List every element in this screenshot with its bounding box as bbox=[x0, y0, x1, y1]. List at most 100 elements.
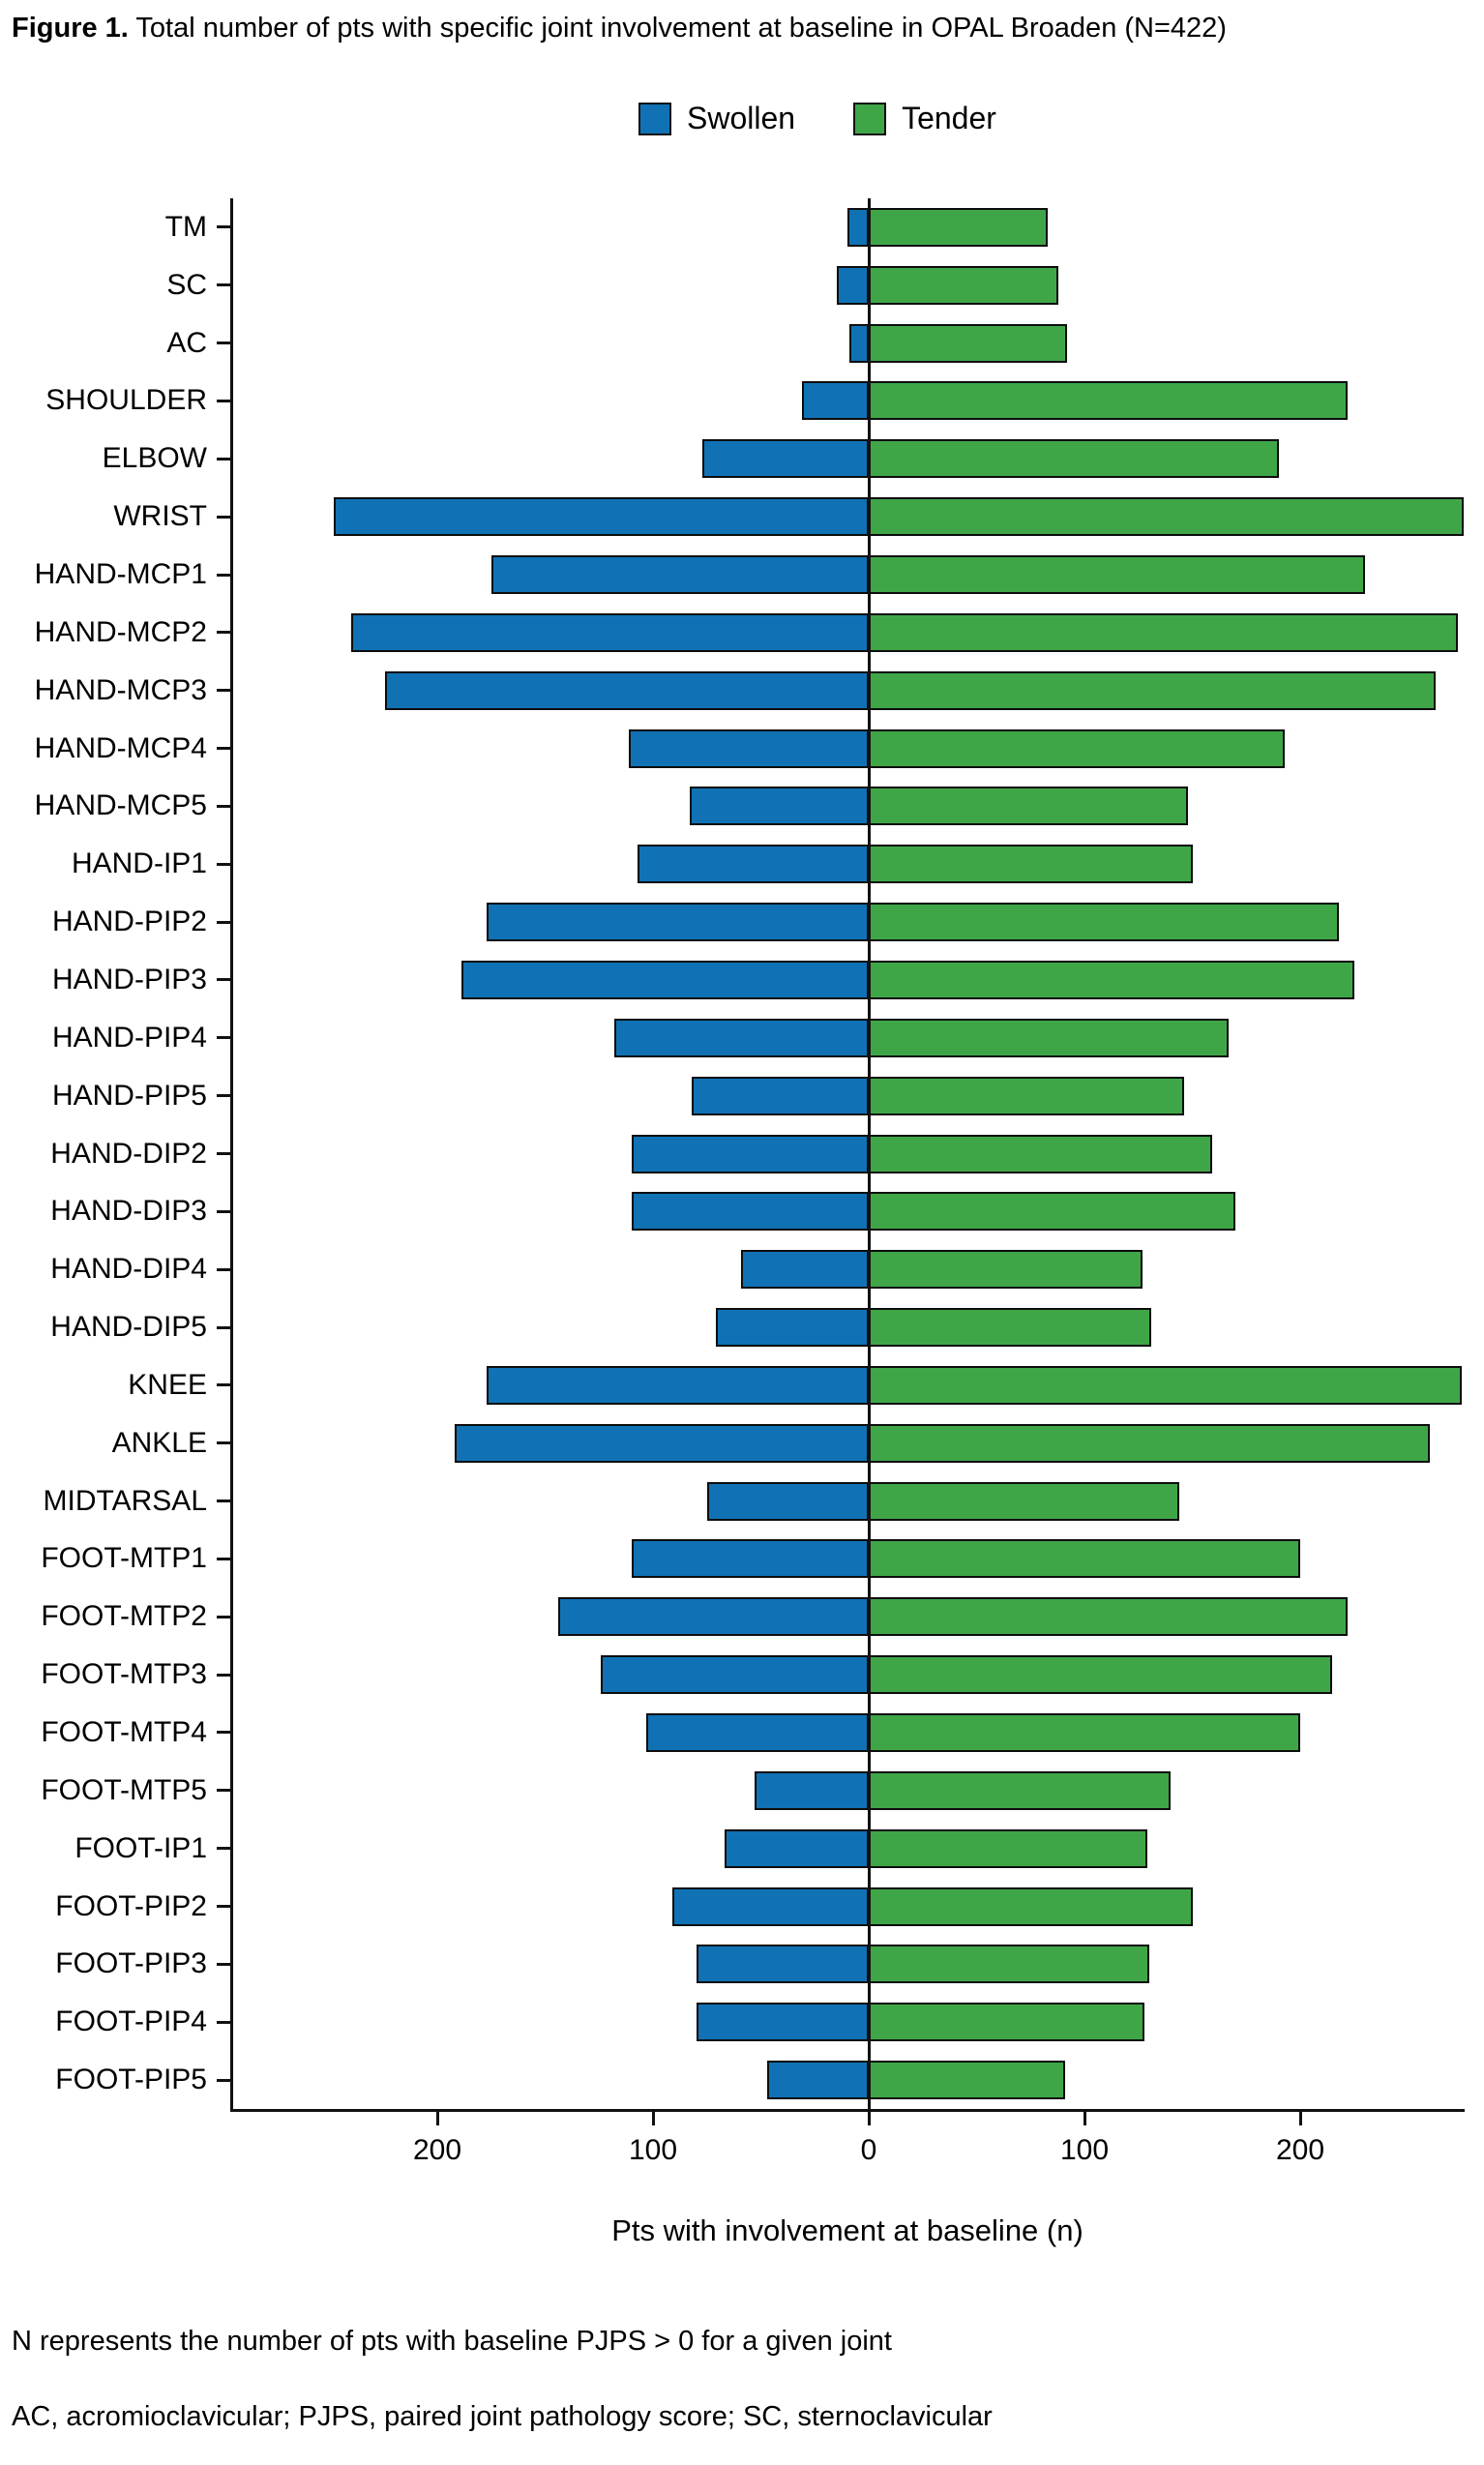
y-axis-tick bbox=[217, 573, 230, 577]
bar-swollen bbox=[557, 1597, 869, 1637]
bar-tender bbox=[869, 2061, 1065, 2100]
bar-tender bbox=[869, 1539, 1300, 1579]
y-axis-category-label: FOOT-MTP5 bbox=[41, 1773, 207, 1806]
bar-tender bbox=[869, 728, 1286, 768]
x-axis-tick-label: 0 bbox=[860, 2134, 877, 2166]
y-axis-category-label: WRIST bbox=[113, 500, 207, 533]
bar-tender bbox=[869, 1192, 1236, 1232]
y-axis-category-label: SHOULDER bbox=[45, 384, 207, 417]
bar-swollen bbox=[631, 1134, 869, 1173]
x-axis-title: Pts with involvement at baseline (n) bbox=[611, 2213, 1083, 2247]
bar-swollen bbox=[754, 1770, 869, 1810]
y-axis-tick bbox=[217, 515, 230, 519]
y-axis-tick bbox=[217, 1094, 230, 1098]
bar-swollen bbox=[601, 1655, 869, 1695]
y-axis-category-label: FOOT-PIP4 bbox=[55, 2005, 207, 2038]
y-axis-category-label: HAND-MCP3 bbox=[34, 673, 207, 706]
y-axis-category-label: ELBOW bbox=[102, 442, 207, 475]
x-axis-tick-label: 100 bbox=[1059, 2134, 1110, 2166]
y-axis-tick bbox=[217, 342, 230, 345]
bar-swollen bbox=[487, 1365, 869, 1405]
bar-tender bbox=[869, 265, 1059, 305]
bar-tender bbox=[869, 1712, 1300, 1752]
bar-swollen bbox=[846, 207, 869, 247]
y-axis-category-label: HAND-MCP2 bbox=[34, 615, 207, 648]
y-axis-tick bbox=[217, 804, 230, 808]
y-axis-tick bbox=[217, 2078, 230, 2082]
bar-swollen bbox=[333, 497, 869, 537]
bar-tender bbox=[869, 1018, 1230, 1057]
bar-swollen bbox=[689, 787, 869, 826]
bar-tender bbox=[869, 1886, 1193, 1926]
y-axis-category-label: FOOT-MTP1 bbox=[41, 1542, 207, 1575]
bar-swollen bbox=[848, 323, 869, 363]
bar-tender bbox=[869, 555, 1365, 594]
bar-swollen bbox=[454, 1423, 869, 1463]
legend-label-swollen: Swollen bbox=[687, 101, 796, 135]
y-axis-category-label: KNEE bbox=[128, 1368, 207, 1401]
bar-swollen bbox=[696, 2003, 869, 2042]
y-axis-category-label: FOOT-IP1 bbox=[74, 1831, 207, 1864]
y-axis-tick bbox=[217, 1152, 230, 1155]
bar-swollen bbox=[646, 1712, 869, 1752]
y-axis-category-label: TM bbox=[164, 210, 207, 243]
zero-baseline bbox=[867, 198, 871, 2112]
footnote-abbreviations: AC, acromioclavicular; PJPS, paired join… bbox=[12, 2401, 993, 2432]
y-axis-category-label: HAND-PIP2 bbox=[51, 906, 207, 938]
y-axis-category-label: MIDTARSAL bbox=[43, 1484, 207, 1517]
y-axis-category-label: FOOT-PIP3 bbox=[55, 1947, 207, 1980]
y-axis-category-label: FOOT-PIP5 bbox=[55, 2064, 207, 2096]
y-axis-category-label: HAND-DIP3 bbox=[50, 1195, 207, 1228]
y-axis-category-label: HAND-PIP3 bbox=[51, 963, 207, 995]
bar-swollen bbox=[741, 1250, 869, 1290]
y-axis-category-label: FOOT-MTP3 bbox=[41, 1658, 207, 1691]
bar-tender bbox=[869, 1365, 1463, 1405]
bar-swollen bbox=[490, 555, 869, 594]
bar-tender bbox=[869, 439, 1279, 479]
y-axis-tick bbox=[217, 1036, 230, 1040]
chart-legend: Swollen Tender bbox=[638, 101, 996, 136]
bar-swollen bbox=[487, 903, 869, 942]
bar-swollen bbox=[706, 1481, 869, 1521]
y-axis-category-label: HAND-DIP2 bbox=[50, 1137, 207, 1170]
y-axis-tick bbox=[217, 1557, 230, 1560]
bar-tender bbox=[869, 1308, 1152, 1348]
x-axis-tick-label: 200 bbox=[412, 2134, 462, 2166]
legend-item-tender: Tender bbox=[853, 101, 996, 136]
y-axis-line bbox=[230, 198, 233, 2109]
bar-tender bbox=[869, 903, 1340, 942]
bar-swollen bbox=[631, 1539, 869, 1579]
bar-tender bbox=[869, 1134, 1212, 1173]
y-axis-category-label: FOOT-PIP2 bbox=[55, 1889, 207, 1922]
y-axis-category-label: HAND-PIP4 bbox=[51, 1021, 207, 1054]
bar-swollen bbox=[629, 728, 869, 768]
bar-swollen bbox=[767, 2061, 869, 2100]
y-axis-category-label: FOOT-MTP4 bbox=[41, 1715, 207, 1748]
y-axis-category-label: HAND-PIP5 bbox=[51, 1079, 207, 1112]
y-axis-category-label: ANKLE bbox=[111, 1426, 207, 1459]
y-axis-tick bbox=[217, 1847, 230, 1851]
bar-tender bbox=[869, 1250, 1143, 1290]
legend-label-tender: Tender bbox=[902, 101, 996, 135]
bar-swollen bbox=[836, 265, 869, 305]
bar-swollen bbox=[631, 1192, 869, 1232]
bar-tender bbox=[869, 497, 1465, 537]
bar-tender bbox=[869, 787, 1189, 826]
bar-tender bbox=[869, 323, 1068, 363]
y-axis-category-label: HAND-DIP5 bbox=[50, 1311, 207, 1344]
y-axis-tick bbox=[217, 747, 230, 751]
bar-swollen bbox=[696, 1945, 869, 1984]
tender-swatch-icon bbox=[853, 102, 887, 135]
bar-swollen bbox=[724, 1828, 869, 1868]
y-axis-category-label: SC bbox=[166, 268, 207, 301]
bar-tender bbox=[869, 1423, 1430, 1463]
y-axis-tick bbox=[217, 689, 230, 693]
y-axis-tick bbox=[217, 1209, 230, 1213]
y-axis-tick bbox=[217, 2020, 230, 2024]
bar-tender bbox=[869, 1655, 1333, 1695]
y-axis-category-label: HAND-IP1 bbox=[71, 847, 207, 880]
bar-swollen bbox=[638, 845, 869, 884]
x-axis-tick-label: 200 bbox=[1275, 2134, 1325, 2166]
